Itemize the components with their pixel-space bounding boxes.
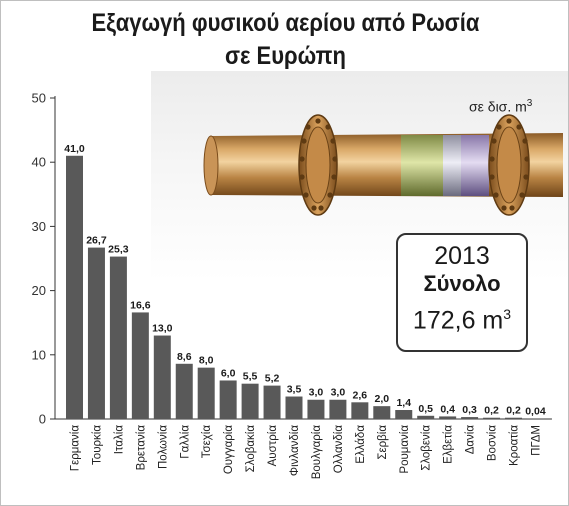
- total-box: 2013 Σύνολο 172,6 m3: [396, 233, 528, 352]
- bar-Σερβία: [373, 406, 391, 419]
- category-label: Βουλγαρία: [311, 425, 323, 480]
- value-label: 3,0: [331, 387, 346, 399]
- category-label: Ολλανδία: [333, 425, 345, 474]
- total-value-sup: 3: [503, 306, 512, 322]
- category-label: Γαλλία: [179, 425, 191, 459]
- y-axis: 0 10 20 30 40 50: [32, 91, 552, 427]
- value-label: 6,0: [221, 367, 236, 379]
- category-label: Βοσνία: [487, 425, 499, 461]
- category-label: Βρετανία: [135, 425, 147, 471]
- bar-Κροατία: [505, 417, 522, 419]
- bar-Ολλανδία: [329, 399, 347, 419]
- bar-Βοσνία: [483, 417, 501, 419]
- category-label: Ελβετία: [443, 425, 455, 464]
- bar-ΠΓΔΜ: [526, 418, 544, 419]
- bar-Ιταλία: [109, 256, 127, 419]
- category-label: Σλοβενία: [421, 425, 433, 471]
- category-label: Σλοβακία: [245, 425, 257, 473]
- category-label: Τουρκία: [91, 425, 103, 465]
- bar-Αυστρία: [263, 385, 281, 419]
- category-label: Ελλάδα: [355, 425, 367, 464]
- y-tick-label: 0: [39, 412, 46, 427]
- chart-title-line-1: Εξαγωγή φυσικού αερίου από Ρωσία: [91, 9, 480, 37]
- category-label: Ρουμανία: [399, 425, 411, 474]
- bar-Ελβετία: [439, 416, 457, 419]
- bar-Σλοβακία: [241, 383, 259, 419]
- total-label: Σύνολο: [423, 271, 501, 296]
- value-label: 16,6: [130, 299, 151, 311]
- unit-label-text: σε δισ. m: [469, 98, 527, 115]
- unit-label: σε δισ. m3: [469, 98, 532, 115]
- value-labels: 41,0 26,725,3 16,613,0 8,6 8,0 6,0 5,5 5,2 3,5 3,…: [64, 143, 546, 418]
- value-label: 0,4: [440, 403, 455, 415]
- category-label: Ουγγαρία: [223, 425, 235, 474]
- value-label: 41,0: [64, 143, 85, 155]
- category-label: Κροατία: [509, 425, 521, 466]
- value-label: 8,6: [177, 351, 192, 363]
- bar-Βουλγαρία: [307, 399, 325, 419]
- bar-Ελλάδα: [351, 402, 369, 419]
- bar-Ρουμανία: [395, 410, 413, 419]
- category-label: Τσεχία: [201, 425, 213, 459]
- value-label: 8,0: [199, 355, 214, 367]
- value-label: 0,2: [484, 405, 499, 417]
- value-label: 0,2: [506, 405, 521, 417]
- bars: [66, 155, 544, 419]
- pipe-flange-right: [488, 114, 530, 216]
- bar-Φινλανδία: [285, 396, 303, 419]
- category-label: Αυστρία: [267, 425, 279, 467]
- value-label: 1,4: [396, 397, 411, 409]
- value-label: 0,5: [418, 403, 433, 415]
- y-tick-label: 50: [32, 91, 46, 106]
- category-labels: Γερμανία Τουρκία Ιταλία Βρετανία Πολωνία Γαλλ…: [70, 425, 543, 480]
- bar-Ουγγαρία: [219, 380, 237, 419]
- unit-label-sup: 3: [526, 98, 533, 109]
- y-tick-label: 40: [32, 155, 46, 170]
- total-year: 2013: [434, 242, 490, 270]
- y-tick-label: 20: [32, 283, 46, 298]
- category-label: Δανία: [465, 425, 477, 455]
- y-tick-label: 30: [32, 219, 46, 234]
- bar-Πολωνία: [153, 335, 171, 419]
- total-value-text: 172,6 m: [412, 306, 504, 335]
- value-label: 5,2: [265, 373, 280, 385]
- category-label: ΠΓΔΜ: [530, 425, 542, 456]
- category-label: Πολωνία: [157, 425, 169, 469]
- value-label: 25,3: [108, 244, 129, 256]
- chart-title-line-2: σε Ευρώπη: [224, 42, 346, 70]
- bar-Γαλλία: [175, 363, 193, 419]
- bar-Γερμανία: [66, 155, 83, 419]
- category-label: Ιταλία: [113, 425, 125, 455]
- bar-Τσεχία: [197, 367, 215, 419]
- value-label: 26,7: [86, 235, 107, 247]
- value-label: 0,04: [525, 405, 546, 417]
- value-label: 3,0: [309, 387, 324, 399]
- category-label: Γερμανία: [70, 425, 82, 472]
- value-label: 2,0: [374, 393, 389, 405]
- value-label: 3,5: [287, 384, 302, 396]
- pipe-flange-left: [298, 114, 338, 216]
- bar-Τουρκία: [87, 247, 105, 419]
- total-value: 172,6 m3: [398, 297, 526, 337]
- value-label: 0,3: [462, 404, 477, 416]
- bar-Δανία: [461, 417, 479, 419]
- value-label: 13,0: [152, 323, 173, 335]
- value-label: 2,6: [353, 389, 368, 401]
- value-label: 5,5: [243, 371, 258, 383]
- y-tick-label: 10: [32, 347, 46, 362]
- bar-Σλοβενία: [417, 415, 435, 419]
- category-label: Φινλανδία: [289, 425, 301, 476]
- chart-title: Εξαγωγή φυσικού αερίου από Ρωσία σε Ευρώ…: [35, 7, 536, 73]
- bar-Βρετανία: [131, 312, 149, 419]
- category-label: Σερβία: [377, 425, 389, 460]
